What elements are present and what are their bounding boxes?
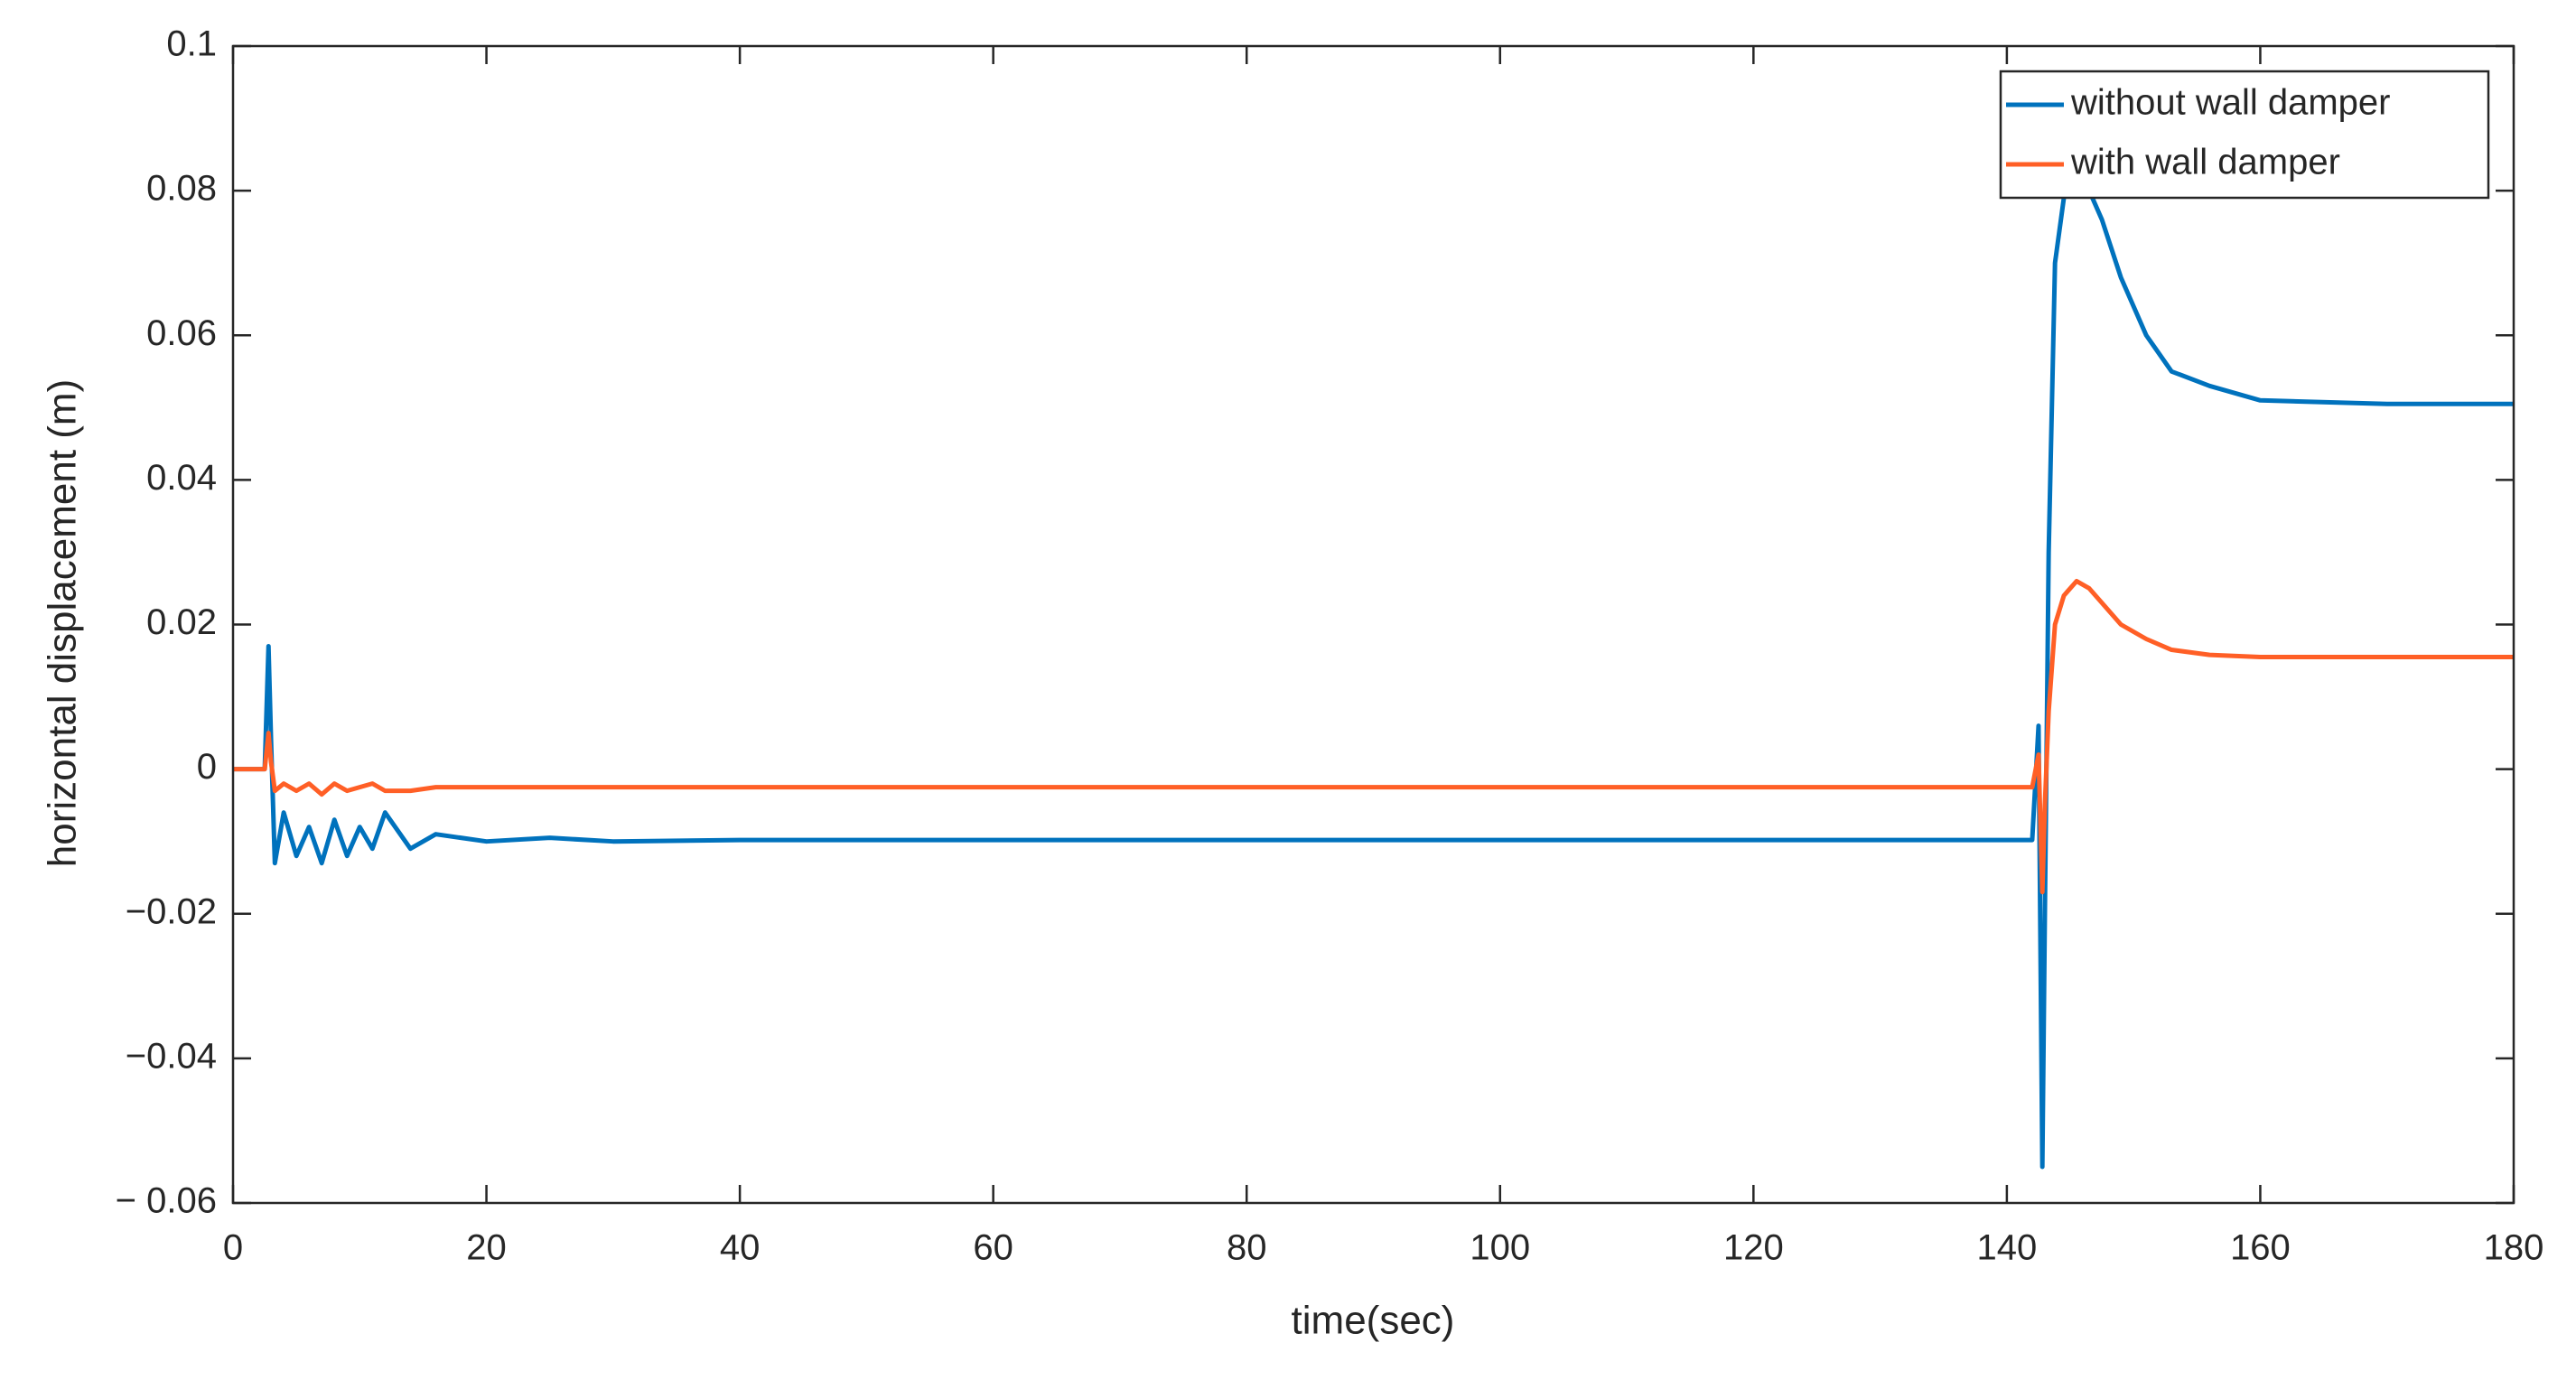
x-tick-label: 140 (1977, 1228, 2038, 1268)
x-tick-label: 160 (2230, 1228, 2291, 1268)
y-tick-label: 0.1 (166, 24, 217, 64)
data-line (233, 578, 2514, 895)
y-tick-label: −0.04 (126, 1036, 217, 1076)
legend-label: with wall damper (2070, 143, 2340, 182)
x-tick-label: 120 (1723, 1228, 1784, 1268)
legend-box (1999, 70, 2490, 200)
y-tick-label: 0.06 (146, 313, 217, 353)
x-tick-label: 0 (223, 1228, 243, 1268)
y-tick-label: 0.02 (146, 602, 217, 642)
legend: without wall damper with wall damper (1999, 70, 2490, 200)
y-tick-label: 0.04 (146, 458, 217, 498)
y-tick-label: − 0.06 (116, 1181, 217, 1221)
y-tick-label: 0 (197, 747, 217, 787)
x-tick-label: 60 (973, 1228, 1013, 1268)
data-line (233, 181, 2514, 1170)
y-tick-label: −0.02 (126, 891, 217, 931)
x-tick-label: 100 (1470, 1228, 1530, 1268)
x-tick-label: 40 (720, 1228, 761, 1268)
y-axis-label: horizontal displacement (m) (41, 379, 85, 867)
x-axis-label: time(sec) (1292, 1299, 1455, 1343)
x-tick-label: 20 (466, 1228, 507, 1268)
x-tick-label: 80 (1227, 1228, 1267, 1268)
plot-frame (231, 44, 2515, 1205)
legend-label: without wall damper (2070, 83, 2391, 123)
y-tick-label: 0.08 (146, 169, 217, 209)
x-tick-label: 180 (2484, 1228, 2544, 1268)
